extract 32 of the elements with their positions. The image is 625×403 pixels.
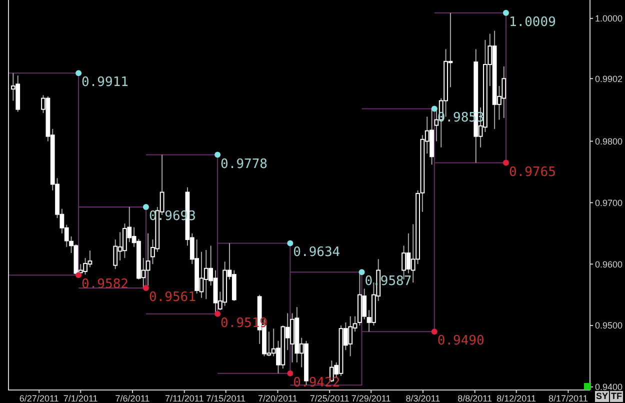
x-tick-label: 7/25/2011 bbox=[310, 393, 350, 403]
x-tick-label: 6/27/2011 bbox=[19, 393, 59, 403]
y-tick-label: 0.9700 bbox=[595, 198, 623, 208]
y-tick-label: 0.9800 bbox=[595, 136, 623, 146]
x-tick-label: 8/17/2011 bbox=[548, 393, 588, 403]
y-tick-label: 0.9600 bbox=[595, 259, 623, 270]
annotation: 1.0009 bbox=[508, 14, 556, 30]
annotation: 0.9422 bbox=[293, 375, 340, 390]
y-tick-label: 0.9400 bbox=[595, 382, 623, 392]
x-tick-label: 7/15/2011 bbox=[206, 393, 246, 403]
annotation: 0.9778 bbox=[220, 156, 268, 172]
annotation: 0.9911 bbox=[82, 75, 129, 90]
x-tick-label: 8/12/2011 bbox=[496, 393, 536, 403]
annotation: 0.9634 bbox=[293, 245, 340, 260]
text: SY bbox=[594, 391, 609, 402]
annotation: 0.9765 bbox=[508, 164, 556, 180]
y-tick-label: 0.9500 bbox=[595, 320, 623, 331]
x-tick-label: 7/11/2011 bbox=[165, 393, 204, 403]
annotation: 0.9561 bbox=[148, 290, 196, 306]
annotation: 0.9582 bbox=[82, 277, 129, 292]
candlestick bbox=[113, 239, 118, 270]
annotation: 0.9490 bbox=[437, 334, 484, 349]
x-tick-label: 7/29/2011 bbox=[351, 393, 391, 403]
y-tick-label: 1.0000 bbox=[595, 14, 623, 24]
y-tick-label: 0.9902 bbox=[595, 74, 623, 84]
x-tick-label: 7/1/2011 bbox=[63, 393, 98, 403]
x-tick-label: 8/3/2011 bbox=[406, 393, 440, 403]
x-tick-label: 8/8/2011 bbox=[458, 393, 492, 403]
text: TF bbox=[610, 391, 623, 402]
x-tick-label: 7/6/2011 bbox=[115, 393, 150, 403]
candlestick bbox=[434, 110, 439, 142]
x-tick-label: 7/20/2011 bbox=[258, 393, 298, 403]
